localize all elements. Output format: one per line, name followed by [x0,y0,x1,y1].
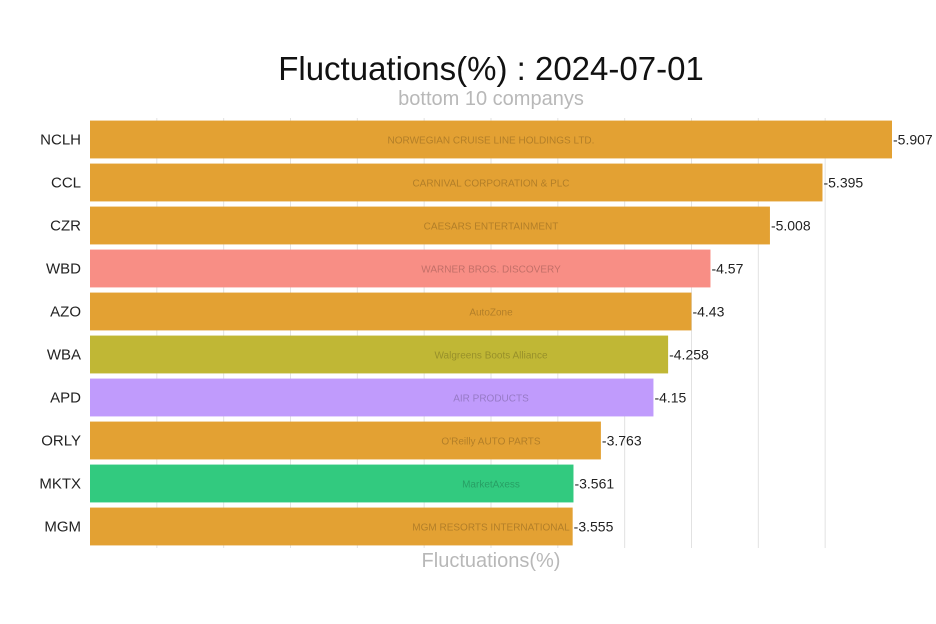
data-label: -5.395 [823,175,863,191]
data-label: -3.555 [574,519,614,535]
logo-mgm: MGM RESORTS INTERNATIONAL [412,523,570,534]
data-label: -4.258 [669,347,709,363]
y-tick-label: MKTX [39,476,81,493]
y-tick-label: ORLY [41,433,81,450]
y-tick-label: CCL [51,175,81,192]
bar-nclh [90,120,892,159]
bar-ccl [90,163,823,202]
data-label: -4.15 [654,390,686,406]
logo-ccl: CARNIVAL CORPORATION & PLC [412,179,569,190]
y-tick-label: APD [50,390,81,407]
logo-apd: AIR PRODUCTS [453,394,529,405]
data-label: -3.763 [602,433,642,449]
bar-czr [90,206,770,245]
logo-wba: Walgreens Boots Alliance [434,351,547,362]
bar-mgm [90,507,573,546]
logo-czr: CAESARS ENTERTAINMENT [424,222,559,233]
y-tick-label: CZR [50,218,81,235]
logo-nclh: NORWEGIAN CRUISE LINE HOLDINGS LTD. [388,136,595,147]
data-label: -4.57 [711,261,743,277]
data-label: -5.907 [893,132,933,148]
y-tick-label: MGM [44,519,81,536]
y-tick-label: WBD [46,261,81,278]
bar-mktx [90,464,574,503]
logo-orly: O'Reilly AUTO PARTS [441,437,540,448]
bar-wbd [90,249,711,288]
y-tick-label: NCLH [40,132,81,149]
data-label: -4.43 [692,304,724,320]
bar-apd [90,378,654,417]
data-label: -5.008 [771,218,811,234]
logo-azo: AutoZone [469,308,513,319]
chart-subtitle: bottom 10 companys [398,88,584,110]
y-tick-label: AZO [50,304,81,321]
x-axis-label: Fluctuations(%) [421,550,561,572]
y-tick-label: WBA [47,347,81,364]
bar-wba [90,335,669,374]
bar-azo [90,292,692,331]
bar-orly [90,421,601,460]
logo-wbd: WARNER BROS. DISCOVERY [421,265,561,276]
chart-title: Fluctuations(%) : 2024-07-01 [278,50,704,87]
data-label: -3.561 [574,476,614,492]
logo-mktx: MarketAxess [462,480,520,491]
